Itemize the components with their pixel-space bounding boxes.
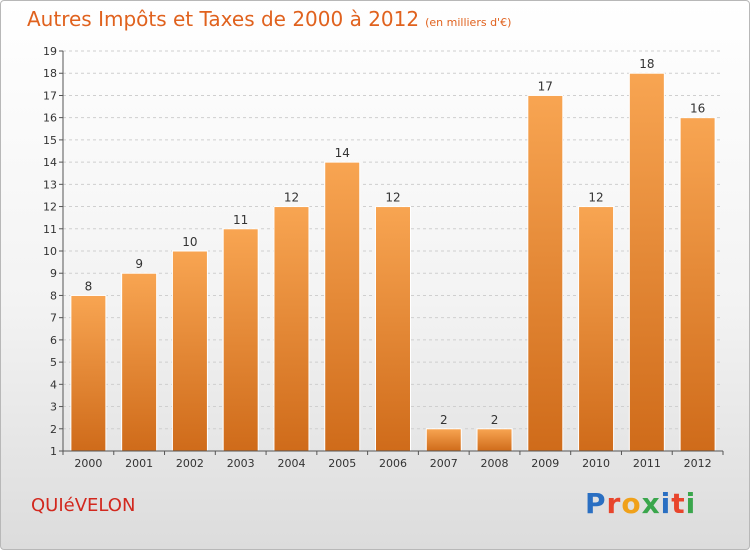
logo-letter: i — [660, 487, 672, 520]
y-tick-label: 3 — [50, 401, 57, 414]
logo-letter: r — [606, 487, 622, 520]
x-axis: 2000 2001 2002 2003 2004 2005 2006 2007 2008 2009… — [62, 450, 724, 470]
bar-value-label: 8 — [85, 279, 93, 293]
y-tick-label: 17 — [43, 89, 57, 102]
bar-value-label: 12 — [284, 191, 299, 205]
proxiti-logo: Proxiti — [585, 487, 696, 520]
y-tick-label: 18 — [43, 67, 57, 80]
y-tick-label: 10 — [43, 245, 57, 258]
x-tick-label: 2010 — [582, 457, 610, 470]
bar-2011 — [628, 72, 665, 452]
bar-2008 — [476, 428, 513, 452]
logo-letter: o — [621, 487, 642, 520]
x-tick-label: 2007 — [430, 457, 458, 470]
y-tick-label: 5 — [50, 356, 57, 369]
x-tick-label: 2003 — [227, 457, 255, 470]
bar-value-label: 12 — [588, 191, 603, 205]
chart-title-text: Autres Impôts et Taxes de 2000 à 2012 — [27, 7, 420, 31]
bar-2009 — [527, 94, 564, 452]
chart-unit: (en milliers d'€) — [425, 16, 512, 29]
y-tick-label: 19 — [43, 45, 57, 58]
y-tick-label: 13 — [43, 178, 57, 191]
y-tick-label: 4 — [50, 378, 57, 391]
y-tick-label: 2 — [50, 423, 57, 436]
bar-value-label: 10 — [182, 235, 197, 249]
logo-letter: x — [641, 487, 661, 520]
bar-2005 — [324, 161, 361, 452]
logo-letter: t — [671, 487, 686, 520]
bar-value-label: 11 — [233, 213, 248, 227]
bar-2012 — [679, 117, 716, 452]
y-tick-label: 7 — [50, 312, 57, 325]
x-tick-label: 2012 — [684, 457, 712, 470]
y-tick-label: 14 — [43, 156, 57, 169]
x-tick-label: 2005 — [328, 457, 356, 470]
y-tick-label: 6 — [50, 334, 57, 347]
bar-2006 — [375, 206, 411, 452]
x-tick-label: 2011 — [633, 457, 661, 470]
bar-value-label: 9 — [135, 257, 143, 271]
x-tick-label: 2000 — [74, 457, 102, 470]
logo-letter: i — [685, 487, 697, 520]
bar-2007 — [425, 428, 462, 452]
bar-value-label: 16 — [690, 102, 705, 116]
y-tick-label: 9 — [50, 267, 57, 280]
bar-2002 — [171, 250, 208, 452]
x-tick-label: 2008 — [481, 457, 509, 470]
bar-value-label: 14 — [335, 146, 350, 160]
bar-value-label: 2 — [491, 413, 499, 427]
y-tick-label: 11 — [43, 223, 57, 236]
bar-value-label: 12 — [385, 191, 400, 205]
chart-title: Autres Impôts et Taxes de 2000 à 2012 (en… — [27, 7, 511, 31]
x-tick-label: 2009 — [531, 457, 559, 470]
commune-name: QUIéVELON — [31, 495, 136, 516]
y-tick-label: 15 — [43, 134, 57, 147]
y-tick-label: 12 — [43, 201, 57, 214]
bar-2004 — [273, 206, 310, 452]
bar-2003 — [222, 228, 259, 452]
bar-2000 — [70, 294, 107, 452]
x-tick-label: 2004 — [277, 457, 305, 470]
x-tick-label: 2001 — [125, 457, 153, 470]
bar-2001 — [121, 272, 158, 452]
y-tick-label: 8 — [50, 289, 57, 302]
y-tick-label: 16 — [43, 112, 57, 125]
bar-2010 — [578, 206, 615, 452]
bar-value-label: 2 — [440, 413, 448, 427]
bar-value-label: 17 — [538, 79, 553, 93]
x-tick-label: 2006 — [379, 457, 407, 470]
logo-letter: P — [585, 487, 607, 520]
x-tick-label: 2002 — [176, 457, 204, 470]
bar-value-label: 18 — [639, 57, 654, 71]
y-tick-label: 1 — [50, 445, 57, 458]
